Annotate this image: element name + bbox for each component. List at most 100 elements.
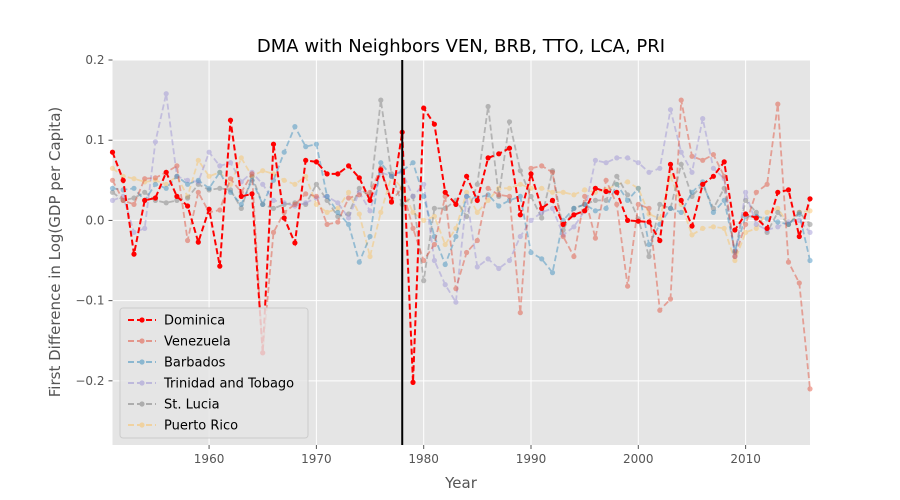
data-point xyxy=(227,160,234,166)
legend-swatch-marker xyxy=(139,401,145,407)
data-point xyxy=(442,205,448,211)
data-point xyxy=(421,105,427,111)
data-point xyxy=(217,169,223,175)
data-point xyxy=(753,215,759,221)
legend-swatch-marker xyxy=(139,317,145,323)
data-point xyxy=(324,221,330,227)
data-point xyxy=(657,237,663,244)
data-point xyxy=(614,201,620,207)
series-line xyxy=(112,124,811,275)
legend-item xyxy=(128,359,156,365)
data-point xyxy=(785,219,792,225)
data-point xyxy=(388,173,395,179)
data-point xyxy=(785,221,792,227)
data-point xyxy=(657,165,663,171)
data-point xyxy=(163,200,169,206)
data-point xyxy=(496,265,502,272)
data-point xyxy=(367,197,373,203)
data-point xyxy=(678,161,684,167)
data-point xyxy=(270,141,277,147)
data-point xyxy=(346,163,352,169)
data-point xyxy=(249,171,255,177)
data-point xyxy=(421,193,427,199)
data-point xyxy=(582,193,588,199)
data-point xyxy=(442,189,448,195)
data-point xyxy=(217,263,223,269)
data-point xyxy=(678,97,684,103)
data-point xyxy=(753,225,759,231)
data-point xyxy=(700,225,706,231)
data-point xyxy=(152,195,158,201)
data-point xyxy=(313,201,319,207)
data-point xyxy=(474,197,480,203)
data-point xyxy=(442,241,448,248)
data-point xyxy=(571,224,577,230)
data-point xyxy=(431,205,437,211)
data-point xyxy=(163,181,169,187)
data-point xyxy=(367,208,373,214)
data-point xyxy=(592,208,599,214)
data-point xyxy=(453,201,459,207)
data-point xyxy=(421,257,427,264)
data-point xyxy=(796,217,802,223)
data-point xyxy=(464,173,470,179)
data-point xyxy=(227,189,234,195)
data-point xyxy=(442,261,448,268)
data-point xyxy=(517,212,523,218)
data-point xyxy=(485,197,491,203)
x-ticks: 1960 1970 1980 1990 2000 2010 xyxy=(194,445,761,466)
data-point xyxy=(313,159,319,165)
legend-label: Dominica xyxy=(164,314,225,329)
data-point xyxy=(506,193,513,199)
data-point xyxy=(678,209,684,215)
data-point xyxy=(388,199,395,205)
legend: Dominica Venezuela Barbados Trinidad and To… xyxy=(119,307,309,439)
data-point xyxy=(700,116,706,122)
series-line xyxy=(112,93,811,305)
data-point xyxy=(560,221,566,227)
data-point xyxy=(646,253,652,260)
data-point xyxy=(206,173,212,179)
data-point xyxy=(131,201,137,207)
data-point xyxy=(775,189,781,195)
data-point xyxy=(131,251,137,257)
data-point xyxy=(152,177,158,183)
data-point xyxy=(206,185,212,191)
data-point xyxy=(131,229,137,235)
data-point xyxy=(464,193,470,199)
legend-box xyxy=(119,307,309,439)
data-point xyxy=(721,176,727,182)
data-point xyxy=(195,189,201,195)
data-point xyxy=(710,152,717,158)
data-point xyxy=(270,197,277,203)
data-point xyxy=(582,187,588,193)
data-point xyxy=(775,219,781,225)
data-point xyxy=(410,193,416,199)
data-point xyxy=(549,270,556,276)
data-point xyxy=(303,191,309,197)
legend-item xyxy=(128,338,156,344)
data-point xyxy=(185,181,191,187)
y-ticks: −0.2 −0.1 0.0 0.1 0.2 xyxy=(75,53,113,388)
data-point xyxy=(775,209,781,215)
data-point xyxy=(539,256,545,262)
data-point xyxy=(227,176,234,182)
data-point xyxy=(796,280,802,286)
data-point xyxy=(667,296,674,302)
data-point xyxy=(464,189,470,195)
data-point xyxy=(549,168,556,174)
data-point xyxy=(292,181,298,187)
data-point xyxy=(431,241,437,248)
data-point xyxy=(603,160,609,166)
data-point xyxy=(721,197,727,203)
data-point xyxy=(464,213,470,219)
data-point xyxy=(152,139,158,145)
data-point xyxy=(592,157,599,163)
data-point xyxy=(700,181,706,187)
legend-swatch-marker xyxy=(139,422,145,428)
data-point xyxy=(142,176,148,182)
data-point xyxy=(195,177,201,183)
data-point xyxy=(667,161,674,167)
data-point xyxy=(764,209,770,215)
